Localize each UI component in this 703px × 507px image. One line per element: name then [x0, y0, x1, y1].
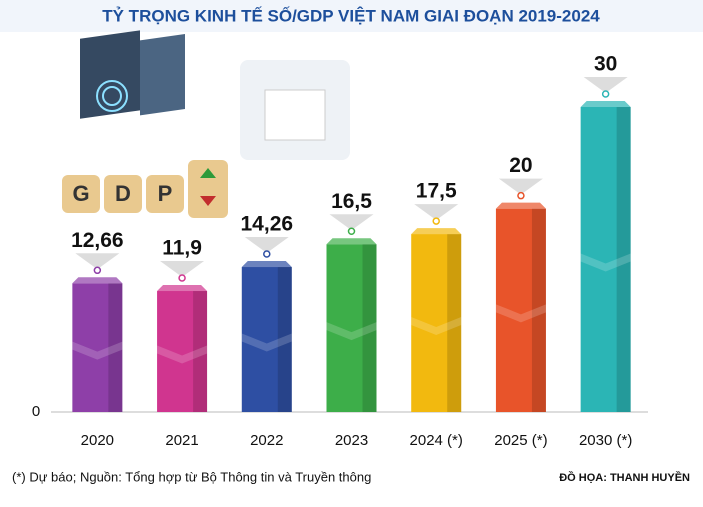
x-tick-label: 2023	[335, 432, 368, 449]
bar-shade	[531, 208, 546, 412]
label-pointer	[244, 237, 289, 254]
x-tick-label: 2021	[165, 432, 198, 449]
bar-band	[580, 253, 631, 272]
block-letter: P	[158, 181, 173, 206]
bar	[72, 283, 123, 412]
x-tick-label: 2024 (*)	[410, 432, 463, 449]
bar	[157, 291, 208, 412]
value-label: 30	[594, 53, 617, 76]
bar	[495, 208, 546, 412]
bar-shade	[108, 283, 123, 412]
bar-top	[241, 261, 292, 268]
label-pointer	[75, 253, 120, 270]
illustration	[80, 30, 350, 160]
bar-top	[72, 277, 123, 284]
label-pointer	[329, 214, 374, 231]
label-pointer	[498, 178, 543, 195]
label-pointer	[160, 261, 205, 278]
credit: ĐỒ HỌA: THANH HUYỀN	[559, 471, 690, 484]
bar-shade	[447, 234, 462, 412]
x-tick-label: 2020	[81, 432, 114, 449]
block-letter: D	[115, 181, 131, 206]
bar-band	[411, 317, 462, 336]
marker-dot	[601, 90, 610, 98]
footnote: (*) Dự báo; Nguồn: Tổng hợp từ Bộ Thông …	[12, 469, 371, 484]
value-label: 17,5	[416, 180, 457, 203]
marker-dot	[347, 227, 356, 235]
bar-band	[72, 341, 123, 360]
marker-dot	[432, 217, 440, 225]
x-tick-label: 2022	[250, 432, 283, 449]
label-pointer	[414, 204, 459, 221]
block-letter: G	[72, 181, 89, 206]
bar-band	[157, 345, 208, 364]
marker-dot	[93, 266, 102, 275]
y-tick-label: 0	[32, 403, 40, 420]
bar-top	[411, 228, 462, 235]
marker-dot	[517, 191, 525, 200]
bar-band	[241, 333, 292, 352]
bar-top	[580, 101, 631, 107]
gdp-blocks: G D P	[62, 160, 228, 218]
title-band	[0, 0, 703, 32]
bar-shade	[362, 244, 377, 412]
bar-shade	[616, 107, 631, 412]
bar-shade	[193, 291, 208, 412]
bar	[580, 107, 631, 412]
value-label: 16,5	[331, 190, 372, 213]
bar-shade	[277, 267, 292, 412]
marker-dot	[178, 274, 186, 282]
value-label: 14,26	[241, 213, 294, 236]
label-pointer	[583, 77, 628, 93]
chart-title: TỶ TRỌNG KINH TẾ SỐ/GDP VIỆT NAM GIAI ĐO…	[102, 5, 600, 25]
x-tick-label: 2030 (*)	[579, 432, 632, 449]
value-label: 11,9	[162, 237, 202, 260]
bar-band	[495, 304, 546, 323]
bar-band	[326, 322, 377, 341]
bar	[241, 267, 292, 412]
marker-dot	[263, 250, 271, 258]
bar	[411, 234, 462, 412]
value-label: 20	[509, 154, 532, 177]
bar	[326, 244, 377, 412]
value-label: 12,66	[71, 229, 124, 252]
bar-top	[157, 285, 208, 292]
x-tick-label: 2025 (*)	[494, 432, 547, 449]
bar-top	[495, 202, 546, 209]
bar-top	[326, 238, 377, 245]
